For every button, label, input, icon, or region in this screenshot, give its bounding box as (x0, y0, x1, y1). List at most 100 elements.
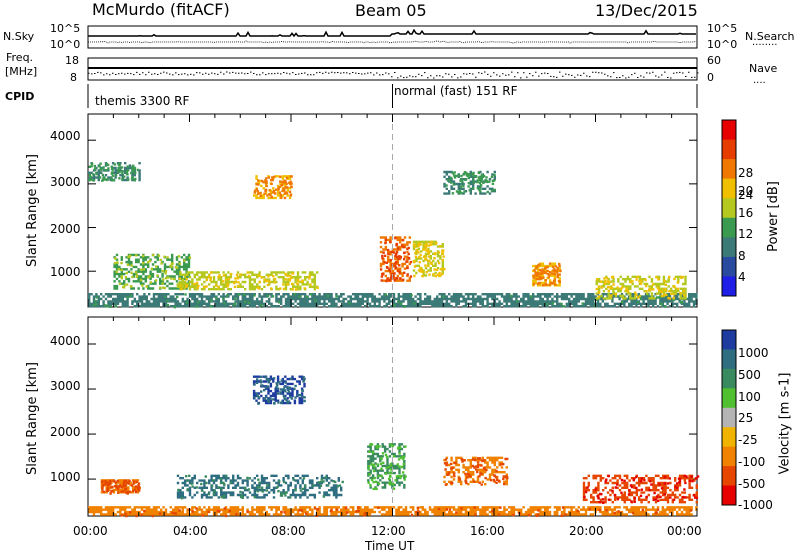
station-title: McMurdo (fitACF) (92, 0, 230, 19)
n-sky-label: N.Sky (3, 30, 35, 43)
power-region-1 (113, 253, 191, 290)
nave-tick-bottom: 0 (707, 71, 714, 84)
velocity-colorbar-segment-3 (722, 388, 736, 409)
power-colorbar-segment-4 (722, 198, 736, 219)
nave-dots: .... (753, 75, 766, 86)
nave-tick-top: 60 (707, 54, 721, 67)
xtick-0400: 04:00 (173, 524, 208, 538)
velocity-cbar-tick-neg25: -25 (738, 433, 758, 447)
xtick-0800: 08:00 (271, 524, 306, 538)
freq-label: Freq. (6, 51, 34, 64)
velocity-cbar-tick-100: 100 (738, 390, 761, 404)
velocity-colorbar-segment-1 (722, 349, 736, 370)
beam-title: Beam 05 (355, 1, 427, 20)
noise-tick-left-bottom: 10^0 (50, 38, 81, 51)
xtick-2400: 00:00 (667, 524, 702, 538)
cpid-label: CPID (5, 90, 35, 103)
velocity-cbar-label: Velocity [m s-1] (777, 372, 793, 475)
x-axis-label: Time UT (365, 539, 415, 553)
n-search-dots: ........ (752, 37, 778, 48)
xtick-0000: 00:00 (73, 524, 108, 538)
nave-dots-series (88, 71, 699, 79)
power-region-speckle-8 (88, 162, 140, 182)
power-cbar-tick-24: 24 (738, 188, 754, 202)
velocity-cbar-tick-neg500: -500 (738, 477, 766, 491)
power-cbar-tick-20c: 20 (738, 184, 754, 198)
noise-tick-right-bottom: 10^0 (707, 38, 738, 51)
power-ytick-3000: 3000 (50, 175, 81, 189)
freq-tick-bottom: 8 (70, 71, 77, 84)
velocity-ytick-4000: 4000 (50, 334, 81, 348)
velocity-cbar-tick-1000: 1000 (738, 346, 769, 360)
velocity-ytick-3000: 3000 (50, 379, 81, 393)
power-colorbar-segment-8 (722, 276, 736, 297)
xtick-2000: 20:00 (569, 524, 604, 538)
power-region-speckle-2 (178, 271, 319, 291)
velocity-colorbar-segment-8 (722, 485, 736, 506)
power-region-speckle-3 (253, 175, 293, 200)
velocity-colorbar-segment-4 (722, 407, 736, 428)
velocity-ytick-1000: 1000 (50, 470, 81, 484)
cpid-mode-2: normal (fast) 151 RF (394, 84, 518, 98)
power-ytick-4000: 4000 (50, 129, 81, 143)
freq-unit-label: [MHz] (5, 65, 38, 78)
power-region-speckle-7 (595, 275, 686, 300)
power-cbar-tick-16: 16 (738, 206, 754, 220)
velocity-region-speckle-3 (367, 443, 407, 491)
power-region-speckle-5 (412, 240, 446, 278)
velocity-y-label: Slant Range [km] (24, 362, 40, 475)
power-region-speckle-0 (92, 293, 683, 309)
velocity-cbar-tick-neg1000: -1000 (738, 498, 773, 512)
power-y-label: Slant Range [km] (24, 154, 40, 267)
velocity-region-speckle-0 (120, 506, 693, 518)
velocity-region-speckle-6 (100, 479, 141, 495)
power-region-speckle-1 (113, 253, 192, 290)
power-region-2 (176, 271, 319, 291)
power-region-speckle-6 (532, 262, 562, 287)
power-colorbar-frame (721, 119, 737, 297)
velocity-region-speckle-4 (443, 457, 509, 486)
velocity-region-speckle-2 (253, 375, 306, 405)
xtick-1200: 12:00 (371, 524, 406, 538)
power-ytick-1000: 1000 (50, 265, 81, 279)
power-colorbar-segment-3 (722, 178, 736, 199)
power-region-speckle-9 (445, 171, 496, 195)
power-cbar-label: Power [dB] (765, 181, 781, 252)
power-cbar-tick-8: 8 (738, 249, 746, 263)
power-cbar-tick-4: 4 (738, 270, 746, 284)
nave-label: Nave (749, 62, 778, 75)
velocity-colorbar-segment-7 (722, 466, 736, 487)
velocity-cbar-tick-500: 500 (738, 368, 761, 382)
velocity-cbar-tick-neg100: -100 (738, 455, 766, 469)
noise-sky-line (88, 28, 696, 38)
noise-tick-left-top: 10^5 (50, 22, 81, 35)
velocity-ytick-2000: 2000 (50, 425, 81, 439)
power-colorbar-segment-0 (722, 120, 736, 141)
xtick-1600: 16:00 (470, 524, 505, 538)
velocity-region-5 (582, 474, 698, 504)
date-title: 13/Dec/2015 (595, 1, 698, 20)
noise-tick-right-top: 10^5 (707, 22, 738, 35)
velocity-colorbar-segment-6 (722, 446, 736, 467)
power-colorbar-segment-7 (722, 256, 736, 277)
power-cbar-tick-12: 12 (738, 227, 754, 241)
n-search-label: N.Search (745, 30, 795, 43)
cpid-mode-1: themis 3300 RF (95, 94, 190, 108)
velocity-colorbar-frame (721, 329, 737, 506)
velocity-colorbar-segment-0 (722, 330, 736, 350)
power-cbar-tick-28: 28 (738, 166, 754, 180)
noise-search-line (88, 40, 697, 44)
power-ytick-2000: 2000 (50, 222, 81, 236)
velocity-region-speckle-5 (583, 474, 700, 504)
velocity-colorbar-segment-2 (722, 368, 736, 389)
velocity-colorbar-segment-5 (722, 427, 736, 448)
noise-panel-frame (87, 25, 698, 49)
power-region-speckle-4 (379, 237, 413, 283)
power-colorbar-segment-5 (722, 217, 736, 238)
power-colorbar-segment-6 (722, 237, 736, 258)
velocity-cbar-tick-25: 25 (738, 411, 754, 425)
freq-tick-top: 18 (65, 54, 79, 67)
power-colorbar-segment-1 (722, 139, 736, 160)
power-colorbar-segment-2 (722, 159, 736, 180)
